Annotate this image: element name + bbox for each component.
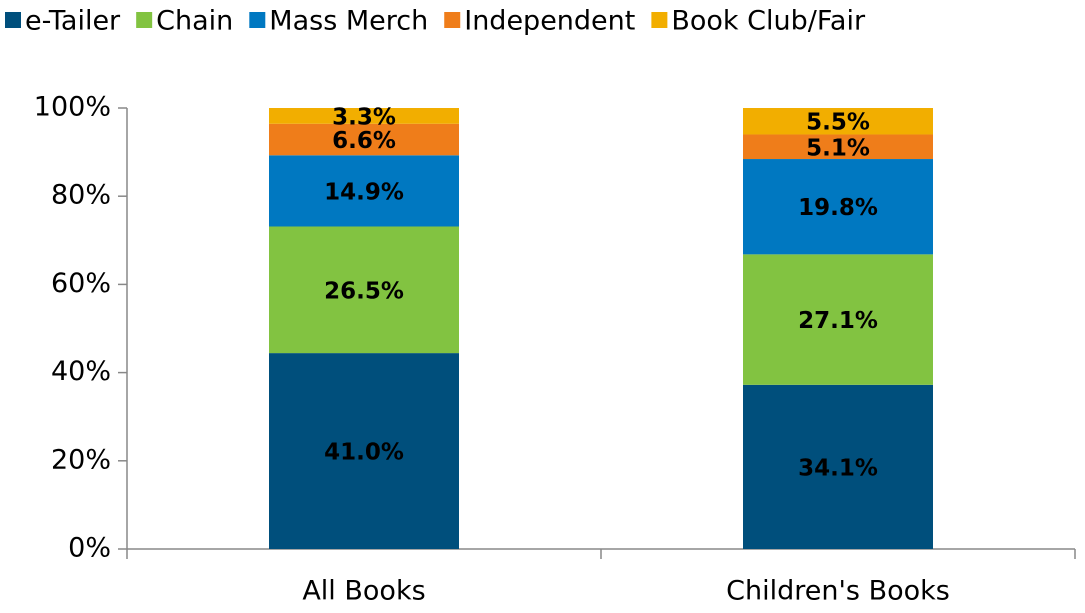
bar-segment — [269, 123, 459, 156]
legend-swatch — [249, 12, 266, 28]
legend-swatch — [444, 12, 461, 28]
data-label: 41.0% — [324, 440, 404, 466]
data-label: 3.3% — [332, 104, 396, 130]
bar-segment — [269, 226, 459, 354]
data-label: 14.9% — [324, 179, 404, 205]
y-tick-label: 80% — [51, 180, 111, 211]
x-tick-label: Children's Books — [726, 576, 950, 607]
legend-label: e-Tailer — [25, 6, 121, 37]
legend-label: Chain — [156, 6, 233, 37]
bar-segment — [743, 108, 933, 135]
y-tick-label: 0% — [68, 533, 111, 564]
legend-label: Mass Merch — [269, 6, 428, 37]
y-tick-label: 20% — [51, 444, 111, 475]
data-label: 5.5% — [806, 110, 870, 136]
bar-segment — [743, 384, 933, 549]
bar-segment — [743, 254, 933, 385]
data-label: 6.6% — [332, 128, 396, 154]
bar-segment — [269, 155, 459, 227]
y-tick-label: 60% — [51, 268, 111, 299]
legend-label: Book Club/Fair — [671, 6, 866, 37]
legend-label: Independent — [464, 6, 635, 37]
y-tick-label: 40% — [51, 356, 111, 387]
y-tick-label: 100% — [34, 92, 111, 123]
data-label: 27.1% — [798, 308, 878, 334]
bar-segment — [269, 353, 459, 549]
legend-swatch — [651, 12, 668, 28]
bar-segment — [743, 159, 933, 255]
legend-swatch — [5, 12, 21, 28]
x-tick-label: All Books — [302, 576, 425, 607]
data-label: 26.5% — [324, 278, 404, 304]
data-label: 19.8% — [798, 195, 878, 221]
bar-segment — [743, 134, 933, 160]
bar-segment — [269, 108, 459, 124]
data-label: 5.1% — [806, 135, 870, 161]
data-label: 34.1% — [798, 455, 878, 481]
legend-swatch — [136, 12, 153, 28]
